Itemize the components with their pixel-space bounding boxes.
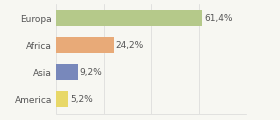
Bar [56,37,114,53]
Text: 5,2%: 5,2% [70,95,93,104]
Bar [56,91,68,107]
Text: 61,4%: 61,4% [204,14,232,23]
Text: 24,2%: 24,2% [115,41,144,50]
Bar [56,10,202,27]
Bar [56,64,78,80]
Text: 9,2%: 9,2% [80,68,102,77]
